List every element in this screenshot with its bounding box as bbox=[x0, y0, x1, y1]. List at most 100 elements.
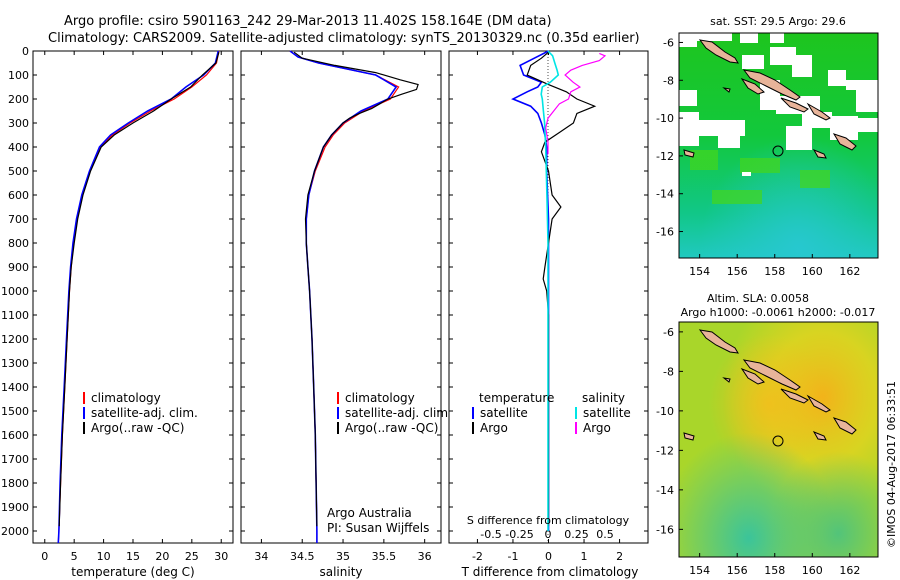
depth-tick-label: 1200 bbox=[1, 333, 29, 346]
lon-tick-label: 162 bbox=[839, 265, 860, 278]
lat-tick-label: -16 bbox=[656, 226, 674, 239]
x-tick-label: 35.5 bbox=[372, 550, 397, 563]
depth-tick-label: 300 bbox=[8, 117, 29, 130]
depth-tick-label: 2000 bbox=[1, 525, 29, 538]
x-tick-label: 30 bbox=[214, 550, 228, 563]
depth-tick-label: 1800 bbox=[1, 477, 29, 490]
sst-lon-ticks: 154 156 158 160 162 bbox=[689, 254, 860, 278]
sla-lon-ticks: 154 156 158 160 162 bbox=[689, 553, 860, 577]
credit-line-2: PI: Susan Wijffels bbox=[327, 521, 429, 535]
sla-map-title-2: Argo h1000: -0.0061 h2000: -0.017 bbox=[681, 306, 876, 319]
salinity-depth-ticks bbox=[241, 50, 441, 532]
sla-lat-ticks: -6 -8 -10 -12 -14 -16 bbox=[656, 326, 683, 536]
lon-tick-label: 156 bbox=[727, 564, 748, 577]
sst-bright-patches bbox=[690, 150, 830, 204]
legend-title-salinity: salinity bbox=[582, 391, 625, 405]
t-difference-axis-label: T difference from climatology bbox=[461, 565, 639, 579]
legend-label-s-satellite: satellite bbox=[583, 406, 631, 420]
lon-tick-label: 156 bbox=[727, 265, 748, 278]
sla-map-frame bbox=[678, 321, 879, 558]
temperature-legend: climatology satellite-adj. clim. Argo(..… bbox=[83, 391, 198, 435]
salinity-axes-frame bbox=[240, 50, 442, 544]
legend-label-argo: Argo(..raw -QC) bbox=[345, 421, 438, 435]
depth-tick-label: 100 bbox=[8, 69, 29, 82]
temperature-profiles bbox=[57, 50, 220, 544]
sla-low-patch-2 bbox=[679, 322, 878, 557]
sst-lat-ticks: -6 -8 -10 -12 -14 -16 bbox=[656, 36, 683, 239]
sst-islands bbox=[683, 39, 857, 159]
lon-tick-label: 160 bbox=[802, 564, 823, 577]
difference-profiles bbox=[511, 50, 607, 531]
x-tick-label: 0 bbox=[545, 550, 552, 563]
series-temperature-argo bbox=[526, 51, 597, 527]
x-tick-label: 36 bbox=[418, 550, 432, 563]
lat-tick-label: -12 bbox=[656, 150, 674, 163]
x-tick-label: 25 bbox=[185, 550, 199, 563]
difference-panel: -2 -1 0 1 2 -0.5 -0.25 0 0.25 0.5 S difference f… bbox=[448, 50, 649, 579]
legend-label-climatology: climatology bbox=[91, 391, 161, 405]
depth-tick-label: 1100 bbox=[1, 309, 29, 322]
x-tick-label: -2 bbox=[472, 550, 483, 563]
lat-tick-label: -14 bbox=[656, 188, 674, 201]
depth-tick-label: 700 bbox=[8, 213, 29, 226]
sst-cloud-gaps bbox=[679, 33, 878, 176]
x-tick-label: 34 bbox=[254, 550, 268, 563]
depth-tick-label: 1900 bbox=[1, 501, 29, 514]
lat-tick-label: -16 bbox=[656, 523, 674, 536]
lat-tick-label: -10 bbox=[656, 405, 674, 418]
lat-tick-label: -8 bbox=[663, 74, 674, 87]
x-tick-label: 34.5 bbox=[290, 550, 315, 563]
legend-title-temperature: temperature bbox=[479, 391, 554, 405]
title-line-2: Climatology: CARS2009. Satellite-adjuste… bbox=[48, 31, 640, 46]
s-diff-tick-label: 0.25 bbox=[564, 528, 589, 541]
s-difference-tick-labels: -0.5 -0.25 0 0.25 0.5 bbox=[480, 528, 613, 541]
x-tick-label: -1 bbox=[507, 550, 518, 563]
depth-tick-label: 500 bbox=[8, 165, 29, 178]
series-argo-raw-qc- bbox=[58, 52, 220, 527]
depth-tick-label: 1400 bbox=[1, 381, 29, 394]
lon-tick-label: 158 bbox=[764, 265, 785, 278]
lat-tick-label: -6 bbox=[663, 326, 674, 339]
depth-tick-label: 1300 bbox=[1, 357, 29, 370]
series-argo-raw-qc- bbox=[293, 51, 419, 527]
x-tick-label: 15 bbox=[126, 550, 140, 563]
sla-islands bbox=[683, 329, 857, 441]
x-tick-label: 0 bbox=[41, 550, 48, 563]
legend-label-argo: Argo(..raw -QC) bbox=[91, 421, 184, 435]
sst-argo-marker bbox=[772, 145, 784, 157]
salinity-legend: climatology satellite-adj. clim. Argo(..… bbox=[337, 391, 452, 435]
difference-legend: temperature salinity satellite Argo sate… bbox=[472, 391, 631, 435]
temperature-axis-label: temperature (deg C) bbox=[71, 565, 194, 579]
sla-map-title-1: Altim. SLA: 0.0058 bbox=[707, 292, 809, 305]
credit-line-1: Argo Australia bbox=[327, 506, 412, 520]
lat-tick-label: -6 bbox=[663, 36, 674, 49]
salinity-panel: 34 34.5 35 35.5 36 salinity climatology sate… bbox=[240, 50, 452, 579]
depth-tick-label: 1700 bbox=[1, 453, 29, 466]
depth-tick-label: 400 bbox=[8, 141, 29, 154]
salinity-profiles bbox=[289, 50, 419, 543]
depth-tick-label: 200 bbox=[8, 93, 29, 106]
depth-tick-label: 1500 bbox=[1, 405, 29, 418]
lon-tick-label: 154 bbox=[689, 564, 710, 577]
temperature-axes-frame bbox=[32, 50, 234, 544]
s-diff-tick-label: -0.5 bbox=[480, 528, 501, 541]
x-tick-label: 1 bbox=[581, 550, 588, 563]
difference-depth-ticks bbox=[449, 50, 648, 532]
series-salinity-argo bbox=[545, 52, 607, 155]
temperature-panel: 0100200300400500600700800900100011001200… bbox=[1, 45, 234, 579]
sst-map-frame bbox=[678, 32, 879, 259]
t-difference-tick-labels: -2 -1 0 1 2 bbox=[472, 51, 623, 563]
depth-tick-label: 800 bbox=[8, 237, 29, 250]
x-tick-label: 20 bbox=[155, 550, 169, 563]
lon-tick-label: 154 bbox=[689, 265, 710, 278]
s-diff-tick-label: 0 bbox=[545, 528, 552, 541]
salinity-axis-label: salinity bbox=[319, 565, 362, 579]
depth-tick-label: 600 bbox=[8, 189, 29, 202]
lat-tick-label: -8 bbox=[663, 365, 674, 378]
depth-tick-label: 0 bbox=[22, 45, 29, 58]
series-salinity-satellite bbox=[540, 50, 560, 531]
x-tick-label: 5 bbox=[71, 550, 78, 563]
depth-tick-label: 1000 bbox=[1, 285, 29, 298]
lon-tick-label: 160 bbox=[802, 265, 823, 278]
